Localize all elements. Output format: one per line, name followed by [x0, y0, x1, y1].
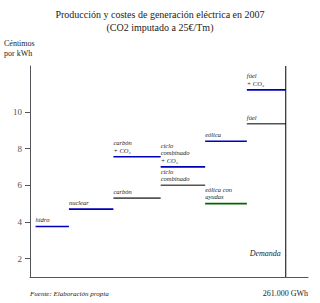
svg-text:261.000 GWh: 261.000 GWh — [263, 289, 308, 298]
svg-text:Céntimos: Céntimos — [4, 39, 35, 48]
svg-text:(CO2 imputado a 25€/Tm): (CO2 imputado a 25€/Tm) — [107, 22, 214, 34]
svg-text:por kWh: por kWh — [4, 49, 32, 58]
svg-text:eólica con: eólica con — [205, 186, 232, 193]
svg-text:carbón: carbón — [113, 139, 131, 146]
svg-text:Demanda: Demanda — [249, 249, 281, 258]
svg-text:2: 2 — [18, 254, 23, 264]
svg-text:combinado: combinado — [161, 175, 191, 182]
svg-text:carbón: carbón — [113, 188, 131, 195]
svg-text:ayudas: ayudas — [205, 193, 224, 200]
svg-text:6: 6 — [18, 180, 23, 190]
svg-text:Producción y costes de generac: Producción y costes de generación eléctr… — [55, 9, 264, 20]
svg-text:combinado: combinado — [161, 149, 191, 156]
svg-text:fúel: fúel — [247, 114, 257, 121]
svg-text:ciclo: ciclo — [161, 142, 174, 149]
svg-text:8: 8 — [18, 144, 23, 154]
svg-text:nuclear: nuclear — [69, 199, 89, 206]
svg-text:hidro: hidro — [36, 216, 51, 223]
svg-text:4: 4 — [18, 217, 23, 227]
svg-text:+ CO₂: + CO₂ — [161, 157, 179, 164]
svg-text:fúel: fúel — [247, 72, 257, 79]
svg-text:ciclo: ciclo — [161, 168, 174, 175]
svg-text:10: 10 — [13, 107, 23, 117]
svg-text:+ CO₂: + CO₂ — [247, 80, 265, 87]
svg-text:eólica: eólica — [205, 131, 221, 138]
svg-text:+ CO₂: + CO₂ — [113, 147, 131, 154]
svg-text:Fuente: Elaboración propia: Fuente: Elaboración propia — [29, 290, 109, 298]
